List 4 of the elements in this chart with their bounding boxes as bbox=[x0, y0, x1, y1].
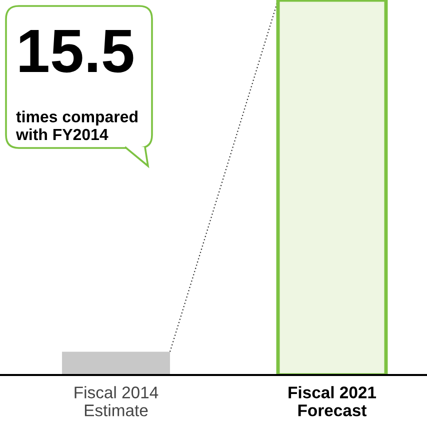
annotation: times compared with FY2014 bbox=[16, 110, 138, 140]
x-tick-label: Fiscal 2014 Estimate bbox=[74, 386, 158, 416]
x-tick-label: Fiscal 2021 Forecast bbox=[288, 386, 376, 416]
annotation: 15.5 bbox=[20, 30, 134, 73]
